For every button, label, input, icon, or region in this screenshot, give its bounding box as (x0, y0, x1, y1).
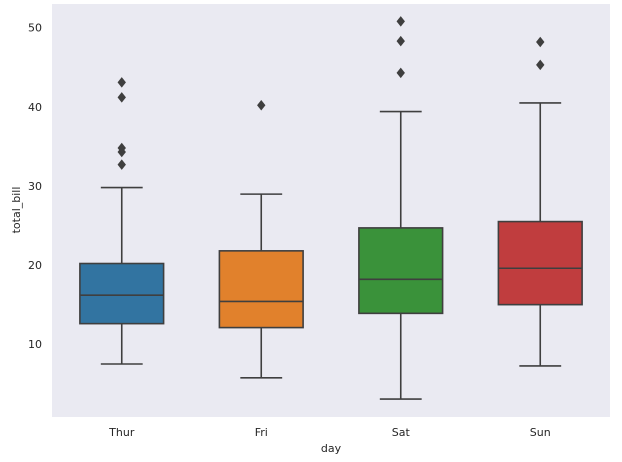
y-axis-ticks: 10 20 30 40 50 (28, 22, 42, 351)
outlier-marker (396, 35, 405, 47)
y-tick-label: 40 (28, 101, 42, 114)
outlier-marker (536, 36, 545, 48)
box-iqr (497, 220, 583, 306)
x-axis-label: day (321, 442, 342, 455)
box-iqr (79, 262, 165, 325)
box-group-fri (218, 100, 304, 379)
x-tick-label: Sat (392, 426, 411, 439)
y-axis-label: total_bill (10, 187, 23, 234)
y-tick-label: 50 (28, 22, 42, 35)
outlier-marker (117, 142, 126, 154)
y-tick-label: 20 (28, 259, 42, 272)
x-axis-ticks: Thur Fri Sat Sun (108, 426, 551, 439)
x-tick-label: Sun (530, 426, 551, 439)
outlier-marker (117, 92, 126, 103)
plot-area (52, 4, 610, 417)
outlier-marker (117, 159, 126, 170)
y-tick-label: 10 (28, 338, 42, 351)
box-series (79, 16, 583, 400)
outlier-marker (396, 67, 405, 79)
box-group-sun (497, 36, 583, 367)
outlier-marker (396, 16, 405, 27)
box-iqr (358, 227, 444, 315)
box-group-sat (358, 16, 444, 400)
x-tick-label: Thur (108, 426, 135, 439)
box-group-thur (79, 77, 165, 365)
outlier-marker (257, 100, 266, 111)
outlier-marker (536, 59, 545, 71)
outlier-marker (117, 77, 126, 88)
box-iqr (218, 250, 304, 329)
y-tick-label: 30 (28, 180, 42, 193)
x-tick-label: Fri (255, 426, 268, 439)
